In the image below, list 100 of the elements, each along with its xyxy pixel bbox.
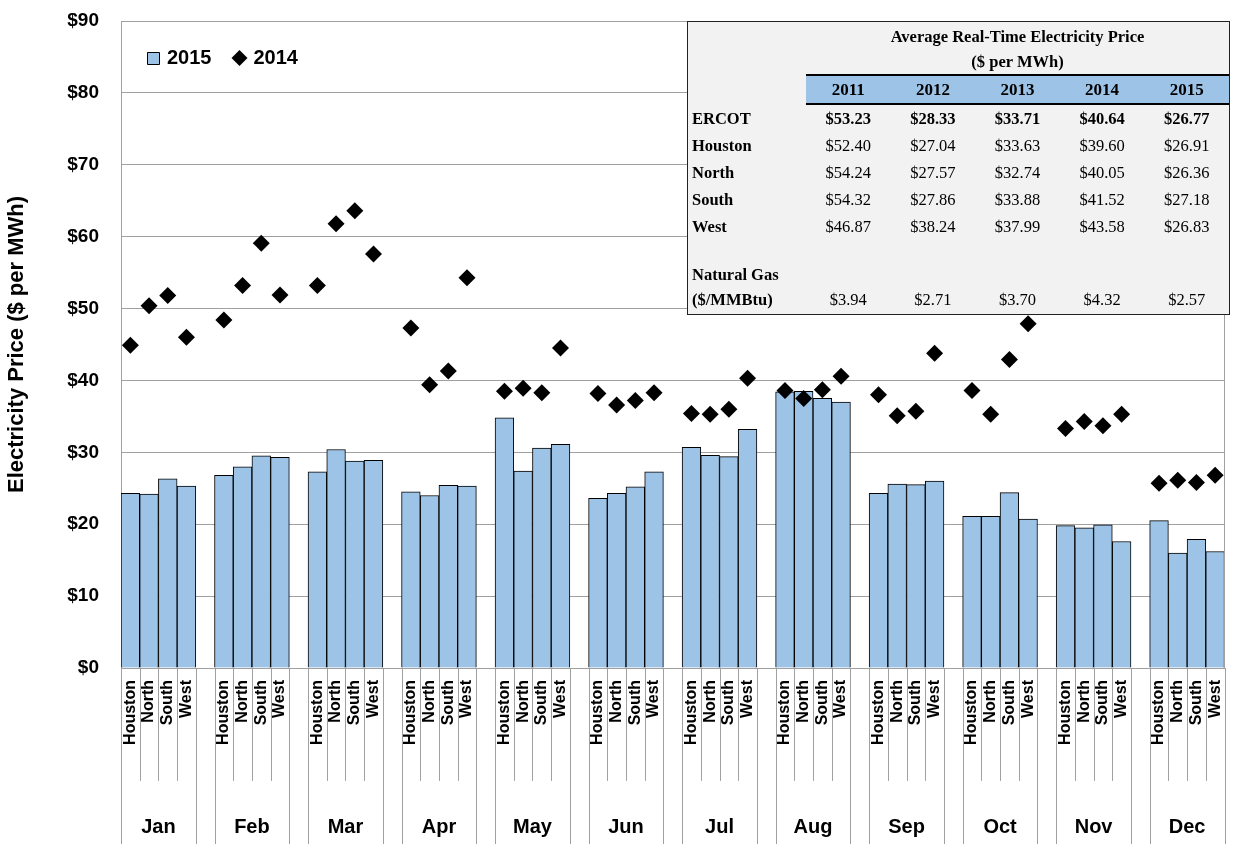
x-tick-label: South xyxy=(345,680,363,726)
point xyxy=(982,405,1000,423)
point xyxy=(963,382,981,400)
data-label: $54.32 xyxy=(824,189,872,211)
data-label: $39.60 xyxy=(1078,135,1126,157)
point xyxy=(926,344,944,362)
y-tick-label: $40 xyxy=(67,368,99,390)
data-label: $53.23 xyxy=(824,108,872,130)
text: Dec xyxy=(1168,814,1206,837)
y-tick-label: $90 xyxy=(67,9,99,31)
text: Sep xyxy=(888,814,925,837)
x-tick-label: North xyxy=(1168,680,1186,723)
point xyxy=(1057,420,1075,438)
y-tick-label: $10 xyxy=(67,584,99,606)
x-tick-label: Houston xyxy=(1149,680,1167,745)
point xyxy=(421,376,439,394)
y-tick-label: Houston xyxy=(691,135,753,157)
text: Mar xyxy=(327,814,364,837)
x-tick-label: North xyxy=(513,680,531,723)
x-tick-label: North xyxy=(139,680,157,723)
x-tick-label: South xyxy=(1186,680,1204,726)
point xyxy=(720,400,738,418)
x-tick-label: West xyxy=(1205,679,1223,718)
x-tick-label: North xyxy=(887,680,905,723)
x-tick-label: West xyxy=(363,679,381,718)
data-label: $52.40 xyxy=(824,135,872,157)
data-label: $26.91 xyxy=(1163,135,1211,157)
x-tick-label: West xyxy=(176,679,194,718)
point xyxy=(869,386,887,404)
point xyxy=(739,369,757,387)
point xyxy=(795,389,813,407)
x-tick-label: 2015 xyxy=(1144,75,1229,104)
x-tick-label: South xyxy=(906,680,924,726)
x-tick-label: South xyxy=(438,680,456,726)
x-tick-label: North xyxy=(981,680,999,723)
point xyxy=(1187,474,1205,492)
data-label: $37.99 xyxy=(993,216,1042,238)
point xyxy=(1000,351,1018,369)
y-tick-label: $0 xyxy=(77,656,99,678)
point xyxy=(1019,315,1037,333)
point xyxy=(589,384,607,402)
x-tick-label: South xyxy=(251,680,269,726)
x-tick-label: 2012 xyxy=(890,75,976,104)
data-label: $41.52 xyxy=(1078,189,1126,211)
y-tick-label: North xyxy=(691,162,736,184)
x-tick-label: South xyxy=(625,680,643,726)
x-tick-label: North xyxy=(420,680,438,723)
point xyxy=(439,362,457,380)
x-tick-label: Houston xyxy=(868,680,886,745)
x-tick-label: West xyxy=(644,679,662,718)
data-label: $26.83 xyxy=(1163,216,1211,238)
x-tick-label: West xyxy=(1018,679,1036,718)
point xyxy=(514,379,532,397)
x-tick-label: West xyxy=(270,679,288,718)
data-label: $54.24 xyxy=(824,162,872,184)
x-tick-label: 2013 xyxy=(975,75,1060,104)
x-tick-label: Houston xyxy=(214,680,232,745)
point xyxy=(327,215,345,233)
data-label: $27.18 xyxy=(1163,189,1211,211)
legend-label: 2014 xyxy=(253,45,299,68)
data-label: $26.36 xyxy=(1163,162,1211,184)
x-tick-label: West xyxy=(457,679,475,718)
x-tick-label: South xyxy=(999,680,1017,726)
point xyxy=(626,392,644,410)
point xyxy=(495,382,513,400)
point xyxy=(832,367,850,385)
y-axis-title: Electricity Price ($ per MWh) xyxy=(3,195,29,494)
text: Jan xyxy=(141,814,176,837)
x-tick-label: North xyxy=(607,680,625,723)
point xyxy=(346,202,364,220)
text: Jun xyxy=(608,814,644,837)
point xyxy=(402,319,420,337)
x-tick-label: Houston xyxy=(494,680,512,745)
x-tick-label: Houston xyxy=(1055,680,1073,745)
x-tick-label: West xyxy=(1112,679,1130,718)
chart-subtitle: ($ per MWh) xyxy=(970,51,1065,73)
point xyxy=(159,287,177,305)
point xyxy=(1206,466,1224,484)
point xyxy=(1113,405,1131,423)
x-tick-label: West xyxy=(925,679,942,718)
x-tick-label: West xyxy=(550,679,568,718)
point xyxy=(1169,471,1187,489)
chart-title: Average Real-Time Electricity Price xyxy=(889,26,1146,48)
x-tick-label: South xyxy=(1093,680,1111,726)
point xyxy=(813,381,831,399)
x-tick-label: North xyxy=(1074,680,1092,723)
data-label: $33.63 xyxy=(993,135,1042,157)
legend-label: 2015 xyxy=(167,45,212,68)
data-label: $2.71 xyxy=(913,289,953,311)
text: Aug xyxy=(793,814,833,837)
data-label: $27.04 xyxy=(909,135,957,157)
point xyxy=(533,384,551,402)
data-label: $32.74 xyxy=(993,162,1042,184)
data-label: $2.57 xyxy=(1167,289,1207,311)
point xyxy=(645,384,663,402)
data-label: $28.33 xyxy=(909,108,957,130)
point xyxy=(308,277,326,295)
point xyxy=(776,382,794,400)
point xyxy=(140,297,158,315)
text: Oct xyxy=(983,814,1018,837)
